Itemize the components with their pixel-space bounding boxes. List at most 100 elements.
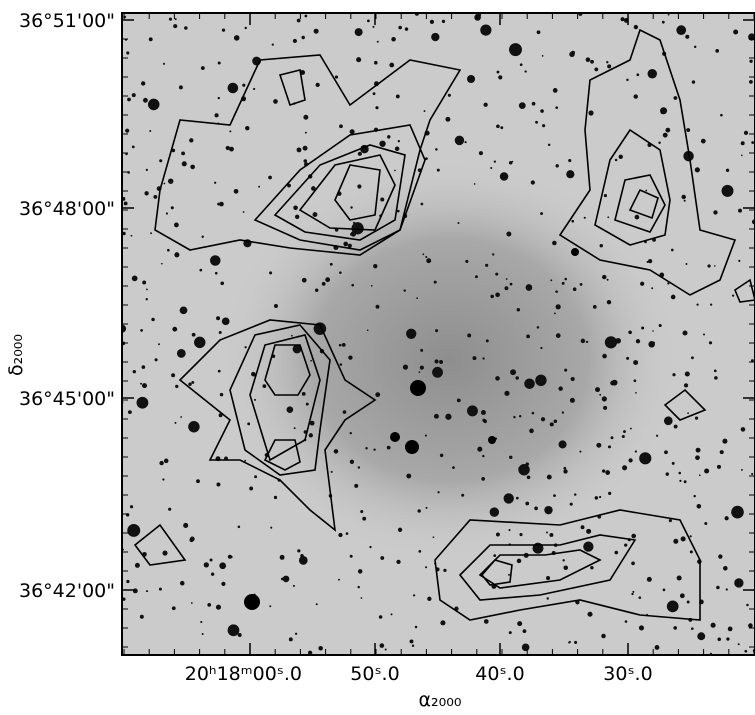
star bbox=[540, 346, 543, 350]
star bbox=[144, 191, 149, 196]
star bbox=[271, 43, 274, 46]
star bbox=[566, 170, 575, 179]
star bbox=[245, 125, 250, 131]
star bbox=[474, 14, 481, 21]
star bbox=[691, 80, 696, 84]
star bbox=[210, 572, 215, 576]
contour bbox=[249, 334, 321, 462]
x-tick-label: 50ˢ.0 bbox=[350, 663, 399, 685]
star bbox=[684, 371, 690, 377]
star bbox=[217, 96, 220, 100]
star bbox=[244, 594, 260, 610]
y-tick-label: 36°42'00" bbox=[19, 580, 115, 602]
star bbox=[571, 219, 575, 223]
star bbox=[378, 615, 383, 619]
star bbox=[233, 35, 240, 41]
star bbox=[406, 473, 412, 479]
star bbox=[683, 199, 686, 202]
star bbox=[558, 440, 567, 449]
star bbox=[629, 427, 632, 430]
star bbox=[672, 373, 676, 377]
star bbox=[386, 445, 391, 450]
star bbox=[666, 600, 679, 613]
star bbox=[508, 573, 510, 576]
star bbox=[348, 355, 353, 360]
star bbox=[466, 74, 476, 84]
star bbox=[700, 138, 706, 144]
star bbox=[561, 411, 565, 414]
star bbox=[686, 600, 690, 604]
star bbox=[492, 253, 495, 256]
star bbox=[148, 37, 153, 42]
star bbox=[294, 214, 300, 220]
star bbox=[509, 455, 513, 460]
star bbox=[504, 286, 509, 291]
star bbox=[158, 343, 161, 346]
star bbox=[437, 491, 440, 494]
star bbox=[647, 69, 657, 79]
star bbox=[503, 493, 514, 504]
star bbox=[447, 93, 451, 97]
star bbox=[292, 38, 298, 44]
star bbox=[693, 494, 696, 498]
star bbox=[614, 550, 619, 555]
contour bbox=[480, 559, 513, 586]
star bbox=[296, 147, 302, 153]
star bbox=[269, 271, 273, 275]
star bbox=[417, 509, 421, 513]
star bbox=[367, 19, 370, 23]
star bbox=[218, 413, 223, 418]
star bbox=[694, 167, 700, 173]
star bbox=[237, 633, 242, 638]
star bbox=[658, 141, 661, 144]
star bbox=[375, 304, 380, 309]
star bbox=[422, 253, 425, 256]
star bbox=[136, 396, 149, 409]
star bbox=[485, 339, 489, 343]
star bbox=[127, 523, 141, 537]
star bbox=[640, 281, 645, 286]
star bbox=[200, 620, 203, 624]
star bbox=[553, 494, 556, 497]
star bbox=[249, 486, 254, 491]
star bbox=[219, 201, 224, 207]
star bbox=[131, 145, 135, 149]
star bbox=[123, 201, 128, 206]
star bbox=[159, 460, 164, 466]
star bbox=[635, 391, 637, 394]
star bbox=[131, 93, 136, 98]
star bbox=[690, 627, 694, 630]
star bbox=[568, 640, 571, 644]
star bbox=[315, 82, 320, 88]
star bbox=[338, 578, 340, 581]
star bbox=[634, 450, 638, 453]
star bbox=[221, 28, 226, 32]
star bbox=[727, 626, 733, 632]
star bbox=[184, 26, 188, 30]
star bbox=[740, 141, 745, 146]
star bbox=[143, 97, 148, 103]
star bbox=[350, 206, 353, 209]
star bbox=[651, 287, 654, 290]
star bbox=[373, 448, 376, 451]
star bbox=[508, 160, 513, 165]
star bbox=[495, 292, 500, 298]
star bbox=[179, 580, 185, 586]
star bbox=[287, 183, 291, 188]
star bbox=[217, 61, 221, 65]
star bbox=[508, 528, 511, 532]
contours bbox=[133, 28, 755, 621]
contour bbox=[229, 324, 331, 476]
star bbox=[454, 135, 465, 146]
star bbox=[290, 334, 293, 337]
star bbox=[750, 359, 754, 362]
star bbox=[293, 427, 296, 430]
star bbox=[696, 303, 699, 306]
star bbox=[286, 406, 294, 414]
star bbox=[525, 501, 530, 506]
star bbox=[432, 536, 435, 539]
star bbox=[354, 483, 359, 488]
star bbox=[472, 356, 477, 361]
star bbox=[464, 141, 467, 144]
star bbox=[564, 277, 567, 281]
